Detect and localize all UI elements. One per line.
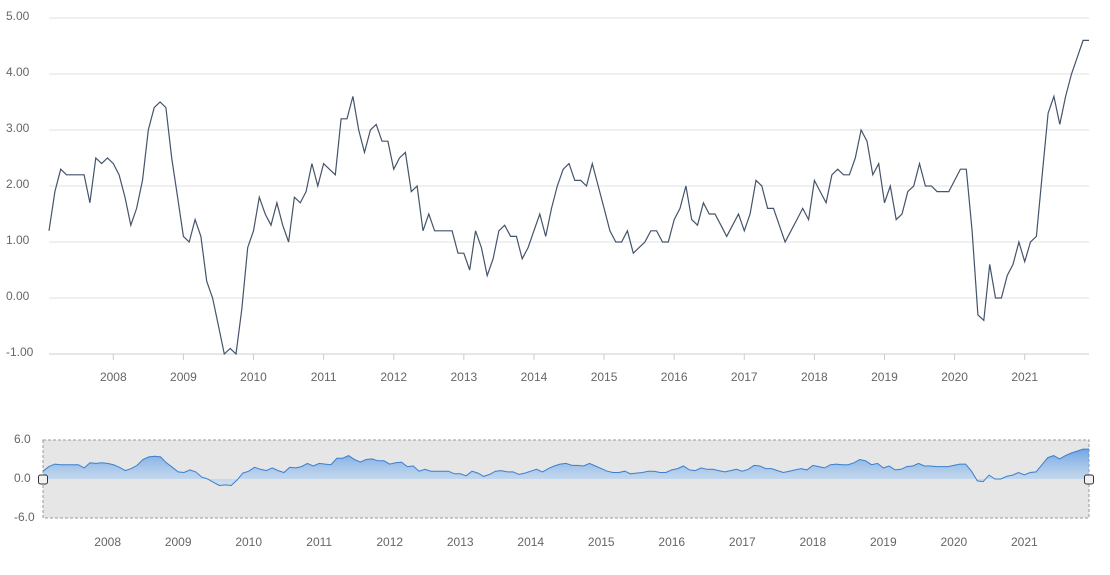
y-tick-label: 1.00: [6, 233, 30, 247]
x-tick-label: 2021: [1011, 535, 1038, 549]
x-tick-label: 2011: [311, 370, 337, 384]
x-tick-label: 2012: [376, 535, 403, 549]
navigator-handle[interactable]: [38, 474, 48, 485]
y-tick-label: 0.00: [6, 289, 30, 303]
y-tick-label: 4.00: [6, 65, 30, 79]
y-tick-label: 5.00: [6, 9, 30, 23]
x-tick-label: 2010: [235, 535, 262, 549]
y-tick-label: 2.00: [6, 177, 30, 191]
x-tick-label: 2009: [165, 535, 192, 549]
x-tick-label: 2018: [799, 535, 826, 549]
x-tick-label: 2010: [240, 370, 267, 384]
x-tick-label: 2009: [170, 370, 197, 384]
x-tick-label: 2019: [870, 535, 897, 549]
x-tick-label: 2015: [588, 535, 615, 549]
y-tick-label: 3.00: [6, 121, 30, 135]
area-line: [42, 448, 1089, 487]
x-tick-label: 2016: [661, 370, 688, 384]
x-tick-label: 2012: [380, 370, 407, 384]
area-fill: [43, 449, 1089, 486]
x-tick-label: 2013: [447, 535, 474, 549]
x-tick-label: 2018: [801, 370, 828, 384]
x-tick-label: 2014: [521, 370, 548, 384]
x-tick-label: 2020: [941, 370, 968, 384]
x-tick-label: 2011: [306, 535, 332, 549]
y-tick-label: -1.00: [6, 345, 34, 359]
x-tick-label: 2016: [658, 535, 685, 549]
x-tick-label: 2021: [1011, 370, 1038, 384]
x-tick-label: 2017: [731, 370, 758, 384]
x-tick-label: 2008: [94, 535, 121, 549]
x-tick-label: 2014: [517, 535, 544, 549]
y-tick-label: 6.0: [14, 432, 31, 446]
y-tick-label: 0.0: [14, 471, 31, 485]
x-tick-label: 2015: [591, 370, 618, 384]
line: [48, 39, 1089, 356]
x-tick-label: 2020: [940, 535, 967, 549]
x-tick-label: 2019: [871, 370, 898, 384]
x-tick-label: 2013: [450, 370, 477, 384]
y-tick-label: -6.0: [14, 510, 35, 524]
x-tick-label: 2008: [100, 370, 127, 384]
x-tick-label: 2017: [729, 535, 756, 549]
navigator-handle[interactable]: [1084, 474, 1094, 485]
